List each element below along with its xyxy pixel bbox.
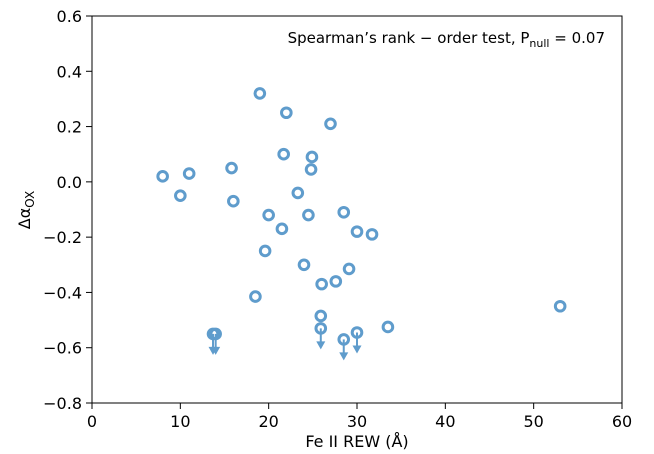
point	[253, 87, 267, 100]
annotation-text: = 0.07	[549, 29, 605, 47]
point	[304, 163, 318, 176]
y-tick-label: 0.2	[57, 118, 82, 137]
point	[297, 258, 311, 272]
x-tick-label: 50	[523, 412, 543, 431]
point	[337, 205, 351, 219]
x-tick-label: 0	[87, 412, 97, 431]
point	[315, 277, 328, 291]
point	[302, 208, 315, 222]
point	[314, 309, 328, 323]
point	[305, 150, 319, 164]
point	[381, 320, 395, 334]
y-tick-label: −0.4	[43, 283, 82, 302]
y-tick-label: −0.6	[43, 339, 82, 358]
point	[350, 225, 364, 238]
point	[291, 186, 305, 200]
x-axis-label: Fe II REW (Å)	[305, 432, 408, 451]
point	[277, 147, 290, 161]
point	[249, 290, 262, 303]
y-tick-label: −0.8	[43, 394, 82, 413]
point	[225, 161, 238, 175]
point	[258, 244, 272, 258]
y-tick-label: 0.0	[57, 173, 82, 192]
upper-limit-head	[316, 341, 326, 350]
point	[280, 106, 293, 120]
point	[324, 117, 337, 131]
y-tick-label: 0.6	[57, 7, 82, 26]
annotation-text: Spearman’s rank − order test, P	[288, 29, 530, 47]
annotation-sub: null	[529, 37, 549, 50]
upper-limit-head	[339, 352, 349, 361]
point	[314, 322, 328, 335]
x-tick-label: 60	[612, 412, 632, 431]
upper-limit-head	[211, 346, 221, 355]
x-tick-label: 10	[170, 412, 190, 431]
y-tick-label: −0.2	[43, 228, 82, 247]
point	[227, 194, 240, 208]
point	[553, 299, 567, 313]
y-tick-label: 0.4	[57, 62, 82, 81]
upper-limit-head	[352, 345, 362, 354]
x-tick-label: 20	[258, 412, 278, 431]
point	[174, 189, 187, 202]
point	[275, 222, 289, 236]
point	[156, 170, 169, 183]
point	[365, 228, 379, 241]
point	[342, 262, 356, 276]
point	[182, 167, 196, 180]
x-tick-label: 30	[347, 412, 367, 431]
x-tick-label: 40	[435, 412, 455, 431]
point	[329, 275, 343, 288]
annotation: Spearman’s rank − order test, Pnull = 0.…	[288, 29, 605, 50]
point	[209, 327, 222, 341]
point	[350, 326, 364, 339]
y-label-main: Δα	[15, 208, 34, 230]
point	[262, 208, 275, 222]
y-axis-label: ΔαOX	[15, 191, 37, 229]
y-label-sub: OX	[23, 191, 37, 208]
point	[337, 333, 351, 346]
